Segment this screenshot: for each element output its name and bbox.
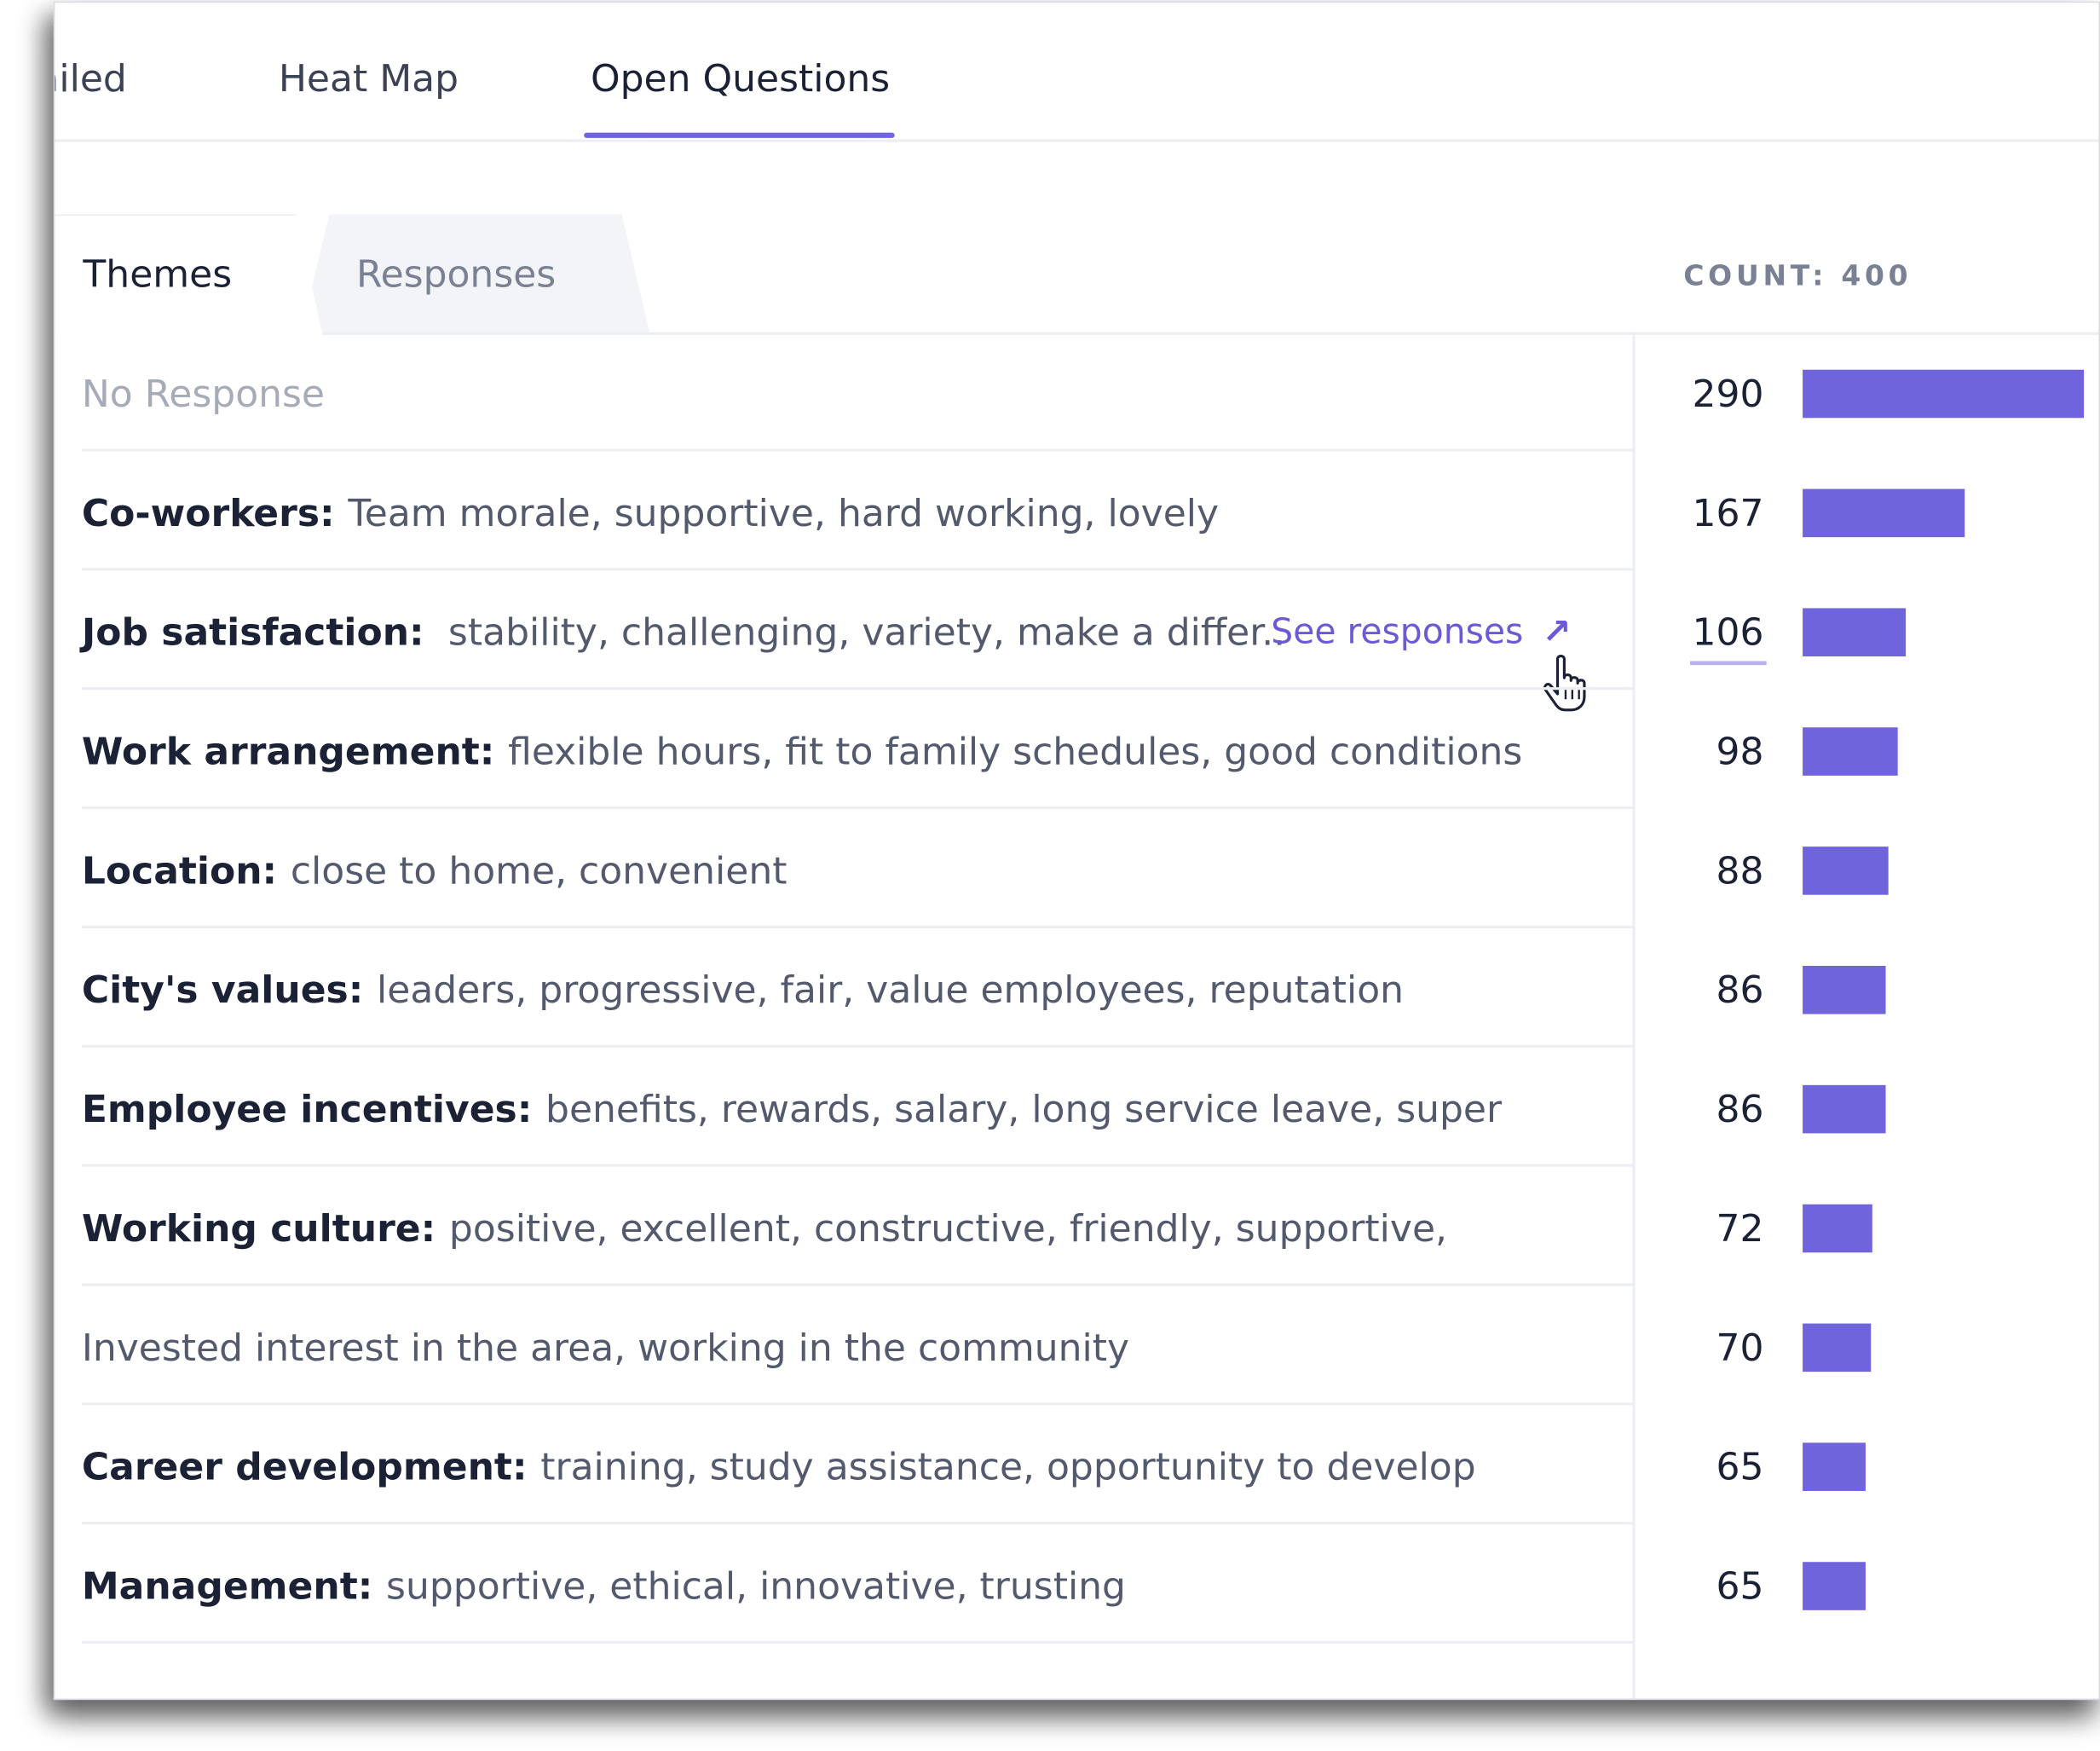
theme-row-text: Career development: training, study assis… — [82, 1445, 1476, 1489]
theme-name: Location: — [81, 848, 278, 893]
theme-row[interactable]: City's values: leaders, progressive, fair… — [55, 928, 2098, 1048]
theme-row-text: Work arrangement: flexible hours, fit to … — [82, 730, 1522, 774]
theme-row[interactable]: Employee incentives: benefits, rewards, s… — [55, 1048, 2098, 1167]
theme-count[interactable]: 106 — [1689, 610, 1768, 666]
theme-keywords: benefits, rewards, salary, long service … — [545, 1087, 1503, 1132]
themes-tab-background — [55, 214, 323, 337]
responses-tab-background — [301, 214, 650, 332]
theme-keywords: stability, challenging, variety, make a … — [447, 610, 1286, 655]
theme-row-text: Working culture: positive, excellent, con… — [82, 1206, 1447, 1251]
theme-row[interactable]: Invested interest in the area, working i… — [55, 1286, 2098, 1406]
theme-count: 290 — [1692, 372, 1764, 416]
theme-keywords: Team morale, supportive, hard working, l… — [348, 490, 1220, 535]
total-count-label: COUNT: 400 — [1683, 259, 1912, 292]
theme-row-text: Invested interest in the area, working i… — [82, 1326, 1129, 1370]
theme-row[interactable]: Working culture: positive, excellent, con… — [55, 1167, 2098, 1286]
theme-count: 70 — [1716, 1325, 1764, 1370]
count-bar — [1803, 1562, 1866, 1610]
count-bar — [1803, 1084, 1886, 1134]
tab-heat-map[interactable]: Heat Map — [278, 55, 459, 101]
theme-row-text: Management: supportive, ethical, innovati… — [82, 1564, 1126, 1609]
theme-count: 86 — [1716, 1087, 1764, 1132]
hand-pointer-icon — [1543, 655, 1586, 712]
theme-keywords: leaders, progressive, fair, value employ… — [377, 968, 1405, 1013]
theme-name: City's values: — [81, 968, 364, 1013]
theme-row-text: Co-workers: Team morale, supportive, hard… — [82, 491, 1219, 535]
top-tab-bar: ailed Heat Map Open Questions — [55, 3, 2099, 142]
theme-count: 65 — [1716, 1444, 1764, 1489]
arrow-up-right-icon: ↗ — [1542, 612, 1572, 653]
theme-keywords: supportive, ethical, innovative, trustin… — [386, 1563, 1127, 1609]
see-responses-label: See responses — [1271, 612, 1524, 653]
tab-detailed[interactable]: ailed — [55, 55, 127, 101]
theme-row-text: City's values: leaders, progressive, fair… — [82, 968, 1404, 1012]
theme-row[interactable]: Management: supportive, ethical, innovati… — [55, 1524, 2098, 1644]
theme-count: 86 — [1716, 968, 1764, 1013]
theme-count: 98 — [1716, 729, 1764, 774]
count-bar — [1803, 488, 1965, 538]
subtab-responses[interactable]: Responses — [355, 251, 557, 297]
theme-keywords: flexible hours, fit to family schedules,… — [508, 729, 1523, 774]
theme-name: Career development: — [81, 1444, 528, 1489]
row-divider — [81, 1402, 1633, 1406]
theme-row-text: Location: close to home, convenient — [82, 848, 788, 893]
theme-name: Co-workers: — [81, 490, 335, 535]
count-bar — [1803, 727, 1898, 776]
row-divider — [81, 1164, 1633, 1167]
theme-keywords: No Response — [81, 372, 325, 416]
count-bar — [1803, 847, 1889, 895]
count-bar — [1803, 965, 1886, 1014]
tab-open-questions[interactable]: Open Questions — [590, 55, 891, 101]
theme-row[interactable]: Co-workers: Team morale, supportive, hard… — [55, 452, 2098, 571]
theme-row[interactable]: Work arrangement: flexible hours, fit to … — [55, 690, 2098, 810]
theme-keywords: training, study assistance, opportunity … — [540, 1444, 1476, 1489]
theme-keywords: positive, excellent, constructive, frien… — [448, 1206, 1448, 1251]
theme-list: No Response 290 Co-workers: Team morale, su… — [55, 332, 2098, 1644]
active-tab-indicator — [584, 132, 895, 138]
theme-row[interactable]: Career development: training, study assis… — [55, 1405, 2098, 1525]
theme-count: 72 — [1716, 1206, 1764, 1251]
count-bar — [1803, 369, 2085, 419]
count-bar — [1803, 608, 1907, 656]
open-questions-panel: ailed Heat Map Open Questions Themes Res… — [53, 1, 2100, 1701]
theme-name: Working culture: — [81, 1206, 436, 1251]
theme-row-text: Employee incentives: benefits, rewards, s… — [82, 1087, 1502, 1131]
column-divider — [1632, 332, 1636, 1699]
theme-keywords: close to home, convenient — [290, 848, 788, 893]
count-bar — [1803, 1323, 1872, 1372]
theme-name: Job satisfaction: — [81, 610, 424, 655]
row-divider — [81, 568, 1633, 571]
row-divider — [81, 925, 1633, 928]
row-divider — [81, 687, 1633, 691]
theme-row-text: No Response — [82, 372, 325, 416]
row-divider — [81, 1044, 1633, 1048]
theme-name: Management: — [81, 1563, 373, 1609]
subtab-themes[interactable]: Themes — [83, 251, 233, 297]
theme-count: 167 — [1692, 490, 1764, 535]
sub-tab-bar: Themes Responses COUNT: 400 — [55, 214, 2099, 337]
theme-name: Work arrangement: — [81, 729, 495, 774]
row-divider — [81, 448, 1633, 452]
theme-count: 65 — [1716, 1563, 1764, 1609]
theme-keywords: Invested interest in the area, working i… — [81, 1325, 1130, 1370]
row-divider — [81, 1283, 1633, 1286]
count-bar — [1803, 1204, 1872, 1253]
theme-name: Employee incentives: — [81, 1087, 533, 1132]
theme-row-text: Job satisfaction: stability, challenging,… — [82, 610, 1285, 655]
row-divider — [81, 1522, 1633, 1525]
theme-count: 88 — [1716, 848, 1764, 893]
count-bar — [1803, 1442, 1866, 1491]
row-divider — [81, 1640, 1633, 1644]
theme-row[interactable]: Location: close to home, convenient 88 — [55, 809, 2098, 928]
row-divider — [81, 806, 1633, 810]
theme-row[interactable]: No Response 290 — [55, 332, 2098, 452]
theme-row[interactable]: Job satisfaction: stability, challenging,… — [55, 570, 2098, 712]
see-responses-link[interactable]: See responses ↗ — [1271, 612, 1571, 652]
